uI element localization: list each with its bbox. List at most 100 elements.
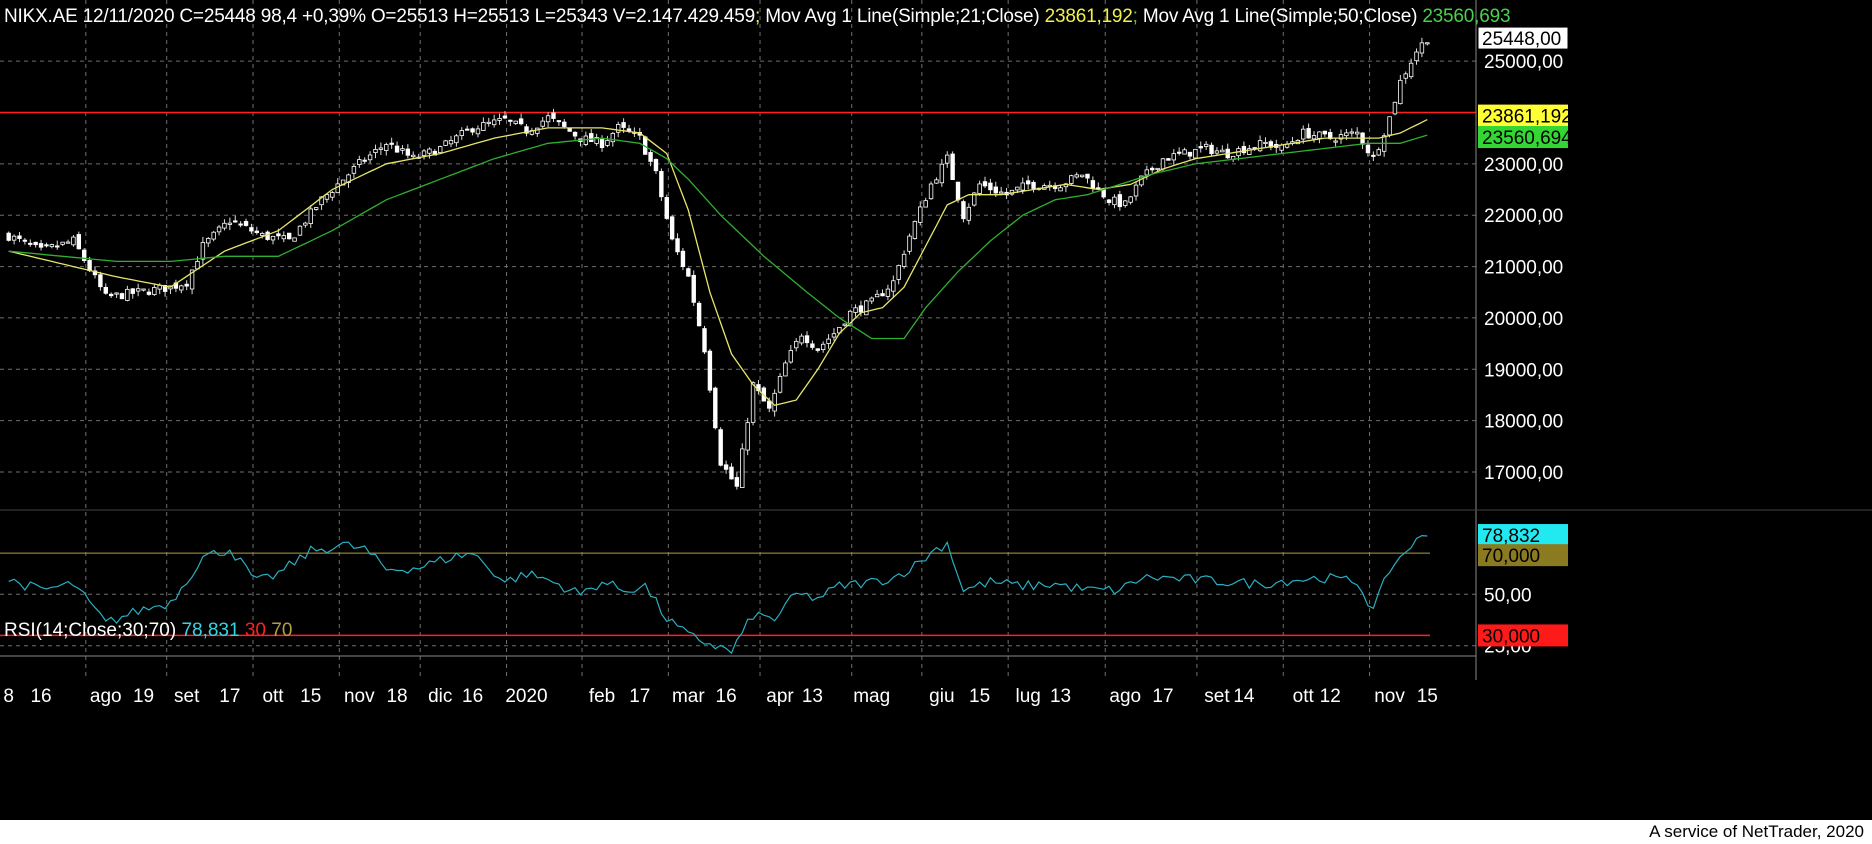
candle-body bbox=[222, 222, 227, 229]
candle-body bbox=[659, 171, 664, 198]
candle-body bbox=[998, 191, 1004, 194]
candle-body bbox=[772, 392, 777, 412]
candle-body bbox=[1090, 180, 1096, 189]
candle-body bbox=[572, 131, 578, 137]
candle-body bbox=[734, 477, 740, 487]
candle-body bbox=[664, 197, 669, 219]
candle-body bbox=[1074, 174, 1079, 178]
candle-body bbox=[346, 174, 351, 183]
candle-body bbox=[1144, 169, 1150, 176]
candle-body bbox=[502, 115, 508, 119]
rsi-legend: RSI(14;Close;30;70) 78,831 30 70 bbox=[4, 620, 292, 642]
price-tick-label: 25000,00 bbox=[1484, 52, 1563, 73]
candle-body bbox=[1160, 158, 1166, 170]
candle-body bbox=[1376, 149, 1381, 156]
candle-body bbox=[330, 192, 335, 198]
candle-body bbox=[804, 335, 810, 344]
ma50-line bbox=[8, 134, 1428, 340]
candle-body bbox=[939, 163, 945, 184]
candle-body bbox=[179, 285, 184, 291]
time-tick-label: 8 bbox=[3, 686, 14, 707]
time-tick-label: mag bbox=[853, 686, 890, 707]
candle-body bbox=[1079, 174, 1085, 178]
time-tick-label: 13 bbox=[1050, 686, 1071, 707]
candle-body bbox=[1020, 182, 1025, 191]
candle-body bbox=[918, 206, 923, 223]
rsi-30-label-box bbox=[1478, 624, 1568, 647]
price-tick-label: 22000,00 bbox=[1484, 206, 1563, 227]
candle-body bbox=[589, 133, 594, 143]
time-tick-label: giu bbox=[929, 686, 954, 707]
candle-body bbox=[686, 268, 691, 277]
candle-body bbox=[373, 148, 378, 154]
candle-body bbox=[98, 274, 103, 288]
time-tick-label: 12 bbox=[1320, 686, 1341, 707]
candle-body bbox=[400, 148, 405, 151]
candle-body bbox=[567, 128, 572, 132]
candle-body bbox=[411, 154, 416, 158]
candle-body bbox=[599, 139, 605, 149]
rsi-grid bbox=[0, 552, 1476, 647]
candle-body bbox=[885, 288, 891, 297]
rsi-line bbox=[8, 534, 1428, 655]
candle-body bbox=[108, 293, 114, 297]
candle-body bbox=[988, 182, 993, 191]
candle-body bbox=[1365, 144, 1371, 154]
candle-body bbox=[777, 375, 783, 393]
rsi-label: RSI(14;Close;30;70) bbox=[4, 620, 177, 641]
candle-body bbox=[497, 118, 502, 121]
candle-body bbox=[610, 132, 616, 143]
candle-body bbox=[955, 181, 961, 201]
candle-body bbox=[556, 120, 562, 123]
candle-body bbox=[1317, 131, 1322, 139]
candle-body bbox=[820, 343, 826, 351]
candle-body bbox=[1414, 51, 1419, 62]
candle-body bbox=[616, 124, 621, 133]
footer-credit: A service of NetTrader, 2020 bbox=[1649, 822, 1864, 841]
candle-body bbox=[378, 147, 384, 150]
candle-body bbox=[335, 183, 340, 194]
candle-body bbox=[92, 270, 98, 276]
candle-body bbox=[125, 288, 130, 301]
candle-body bbox=[162, 284, 168, 292]
price-tick-label: 23000,00 bbox=[1484, 155, 1563, 176]
candle-body bbox=[276, 233, 281, 237]
candle-body bbox=[691, 274, 696, 303]
candle-body bbox=[966, 206, 972, 221]
candle-body bbox=[1301, 128, 1306, 140]
candle-body bbox=[270, 235, 276, 241]
candle-body bbox=[729, 466, 734, 480]
candle-body bbox=[152, 287, 157, 295]
candle-body bbox=[60, 241, 65, 245]
candle-body bbox=[745, 422, 750, 451]
candle-body bbox=[799, 335, 804, 344]
moving-averages bbox=[8, 119, 1428, 407]
candle-body bbox=[675, 238, 680, 253]
time-tick-label: nov bbox=[344, 686, 375, 707]
candle-body bbox=[389, 142, 394, 145]
candle-body bbox=[1398, 79, 1403, 105]
ma50-value: 23560,693 bbox=[1422, 6, 1511, 27]
candle-body bbox=[87, 259, 92, 272]
candle-body bbox=[394, 145, 400, 153]
time-tick-label: ago bbox=[1109, 686, 1141, 707]
time-tick-label: 15 bbox=[969, 686, 990, 707]
time-tick-label: ott bbox=[262, 686, 284, 707]
candle-body bbox=[189, 269, 195, 290]
rsi-high-level: 70 bbox=[271, 620, 293, 641]
candle-body bbox=[421, 150, 427, 157]
candle-body bbox=[297, 225, 303, 236]
candle-body bbox=[696, 302, 702, 327]
candle-body bbox=[238, 223, 243, 226]
candle-body bbox=[950, 153, 955, 181]
candle-body bbox=[249, 227, 254, 232]
candle-body bbox=[184, 283, 189, 287]
candle-body bbox=[38, 243, 44, 248]
candle-body bbox=[518, 118, 524, 125]
candle-body bbox=[362, 159, 367, 162]
candle-body bbox=[1392, 101, 1398, 115]
candle-body bbox=[1306, 128, 1311, 139]
candle-body bbox=[680, 250, 686, 267]
time-tick-label: apr bbox=[766, 686, 794, 707]
candle-body bbox=[1203, 143, 1209, 147]
